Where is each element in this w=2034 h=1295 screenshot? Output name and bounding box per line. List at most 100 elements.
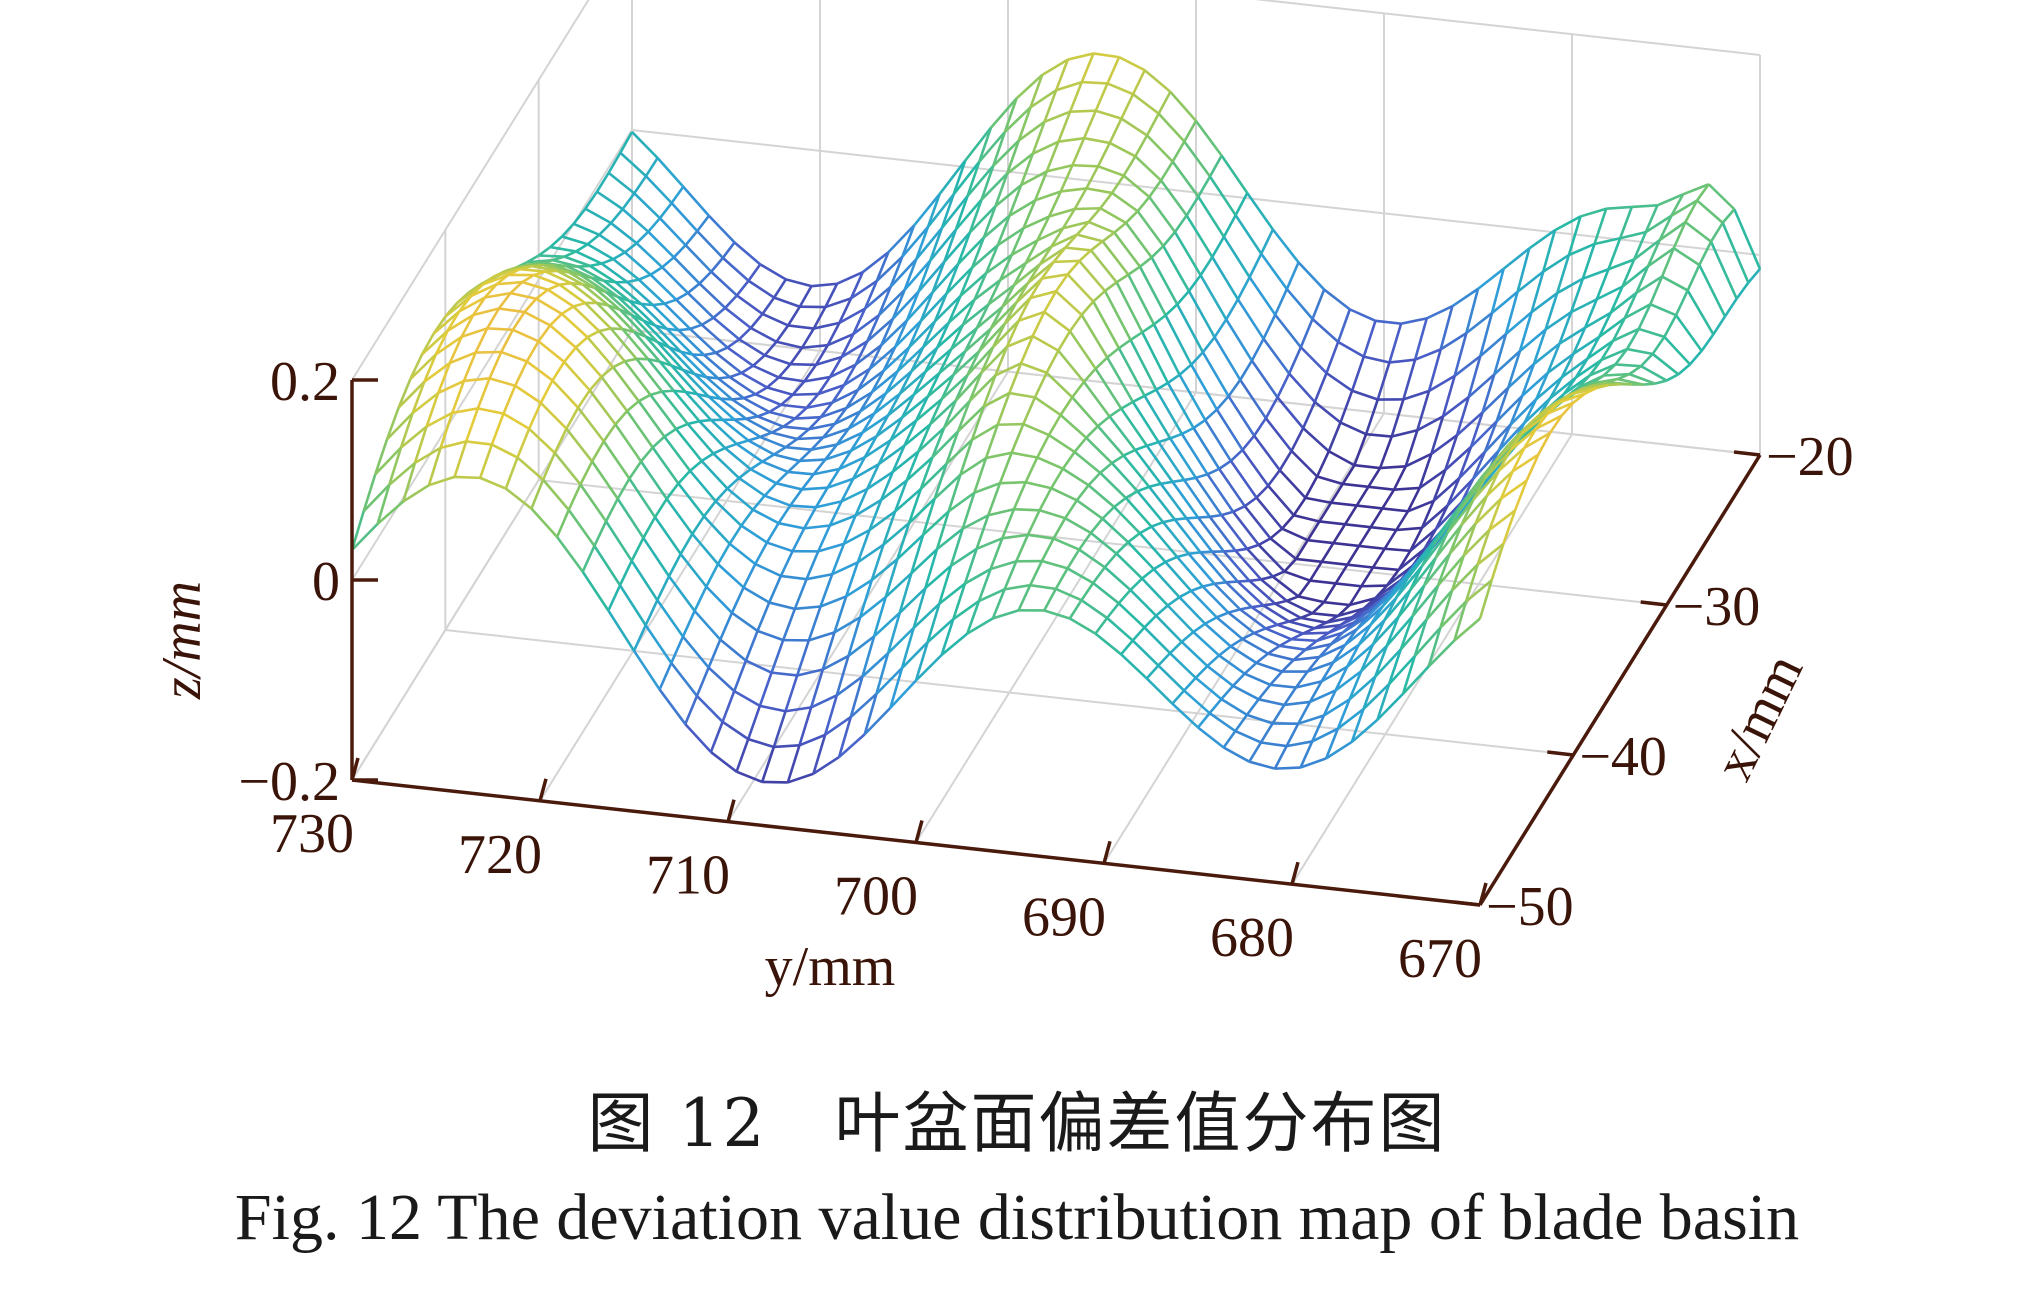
mesh-segment [1148, 482, 1162, 489]
mesh-segment [849, 693, 878, 719]
mesh-segment [663, 427, 677, 438]
mesh-segment [679, 533, 694, 555]
mesh-segment [1337, 340, 1365, 358]
mesh-segment [863, 280, 878, 310]
mesh-segment [964, 126, 992, 162]
mesh-segment [959, 267, 974, 297]
mesh-segment [999, 480, 1026, 485]
mesh-segment [1607, 237, 1622, 270]
mesh-segment [687, 282, 701, 294]
mesh-segment [696, 214, 710, 232]
mesh-segment [1178, 374, 1207, 421]
mesh-segment [362, 483, 391, 513]
mesh-segment [813, 467, 840, 476]
mesh-segment [750, 468, 777, 485]
mesh-segment [1045, 349, 1060, 374]
mesh-segment [1141, 323, 1155, 334]
mesh-segment [1479, 312, 1494, 357]
mesh-segment [1183, 479, 1211, 518]
mesh-segment [1097, 415, 1111, 428]
mesh-segment [670, 185, 685, 204]
mesh-segment [769, 410, 796, 420]
mesh-segment [1164, 555, 1178, 564]
mesh-segment [1043, 290, 1058, 313]
mesh-segment [1234, 192, 1249, 216]
mesh-segment [572, 207, 587, 225]
mesh-segment [1160, 480, 1173, 486]
mesh-segment [626, 410, 654, 449]
mesh-segment [1709, 241, 1738, 300]
mesh-segment [1260, 252, 1288, 290]
mesh-segment [687, 419, 700, 426]
mesh-segment [775, 324, 790, 343]
mesh-segment [950, 547, 978, 567]
mesh-segment [1270, 683, 1297, 689]
mesh-segment [926, 618, 955, 644]
mesh-segment [621, 328, 650, 360]
mesh-segment [747, 279, 775, 299]
mesh-segment [1286, 595, 1299, 603]
mesh-segment [1206, 473, 1235, 513]
mesh-segment [1315, 450, 1330, 478]
mesh-segment [947, 474, 962, 512]
mesh-segment [1066, 548, 1081, 570]
mesh-segment [982, 374, 997, 408]
mesh-segment [547, 288, 575, 308]
mesh-segment [489, 377, 516, 387]
mesh-segment [1120, 653, 1148, 680]
mesh-segment [1575, 358, 1603, 379]
mesh-segment [1143, 614, 1158, 629]
mesh-segment [1022, 396, 1037, 425]
mesh-segment [1635, 265, 1650, 294]
mesh-segment [1312, 612, 1339, 618]
mesh-segment [952, 583, 967, 620]
mesh-segment [1034, 396, 1062, 417]
mesh-segment [411, 391, 440, 415]
mesh-segment [1109, 141, 1136, 158]
mesh-segment [1383, 529, 1398, 550]
mesh-segment [1229, 645, 1258, 664]
mesh-segment [1362, 676, 1377, 710]
mesh-segment [539, 379, 554, 404]
mesh-segment [679, 553, 708, 588]
mesh-segment [590, 440, 605, 463]
mesh-segment [1137, 485, 1150, 493]
mesh-segment [1061, 451, 1076, 470]
mesh-segment [1139, 256, 1153, 268]
mesh-segment [1486, 470, 1514, 497]
mesh-segment [1425, 589, 1454, 621]
mesh-segment [1148, 196, 1177, 233]
mesh-segment [1046, 163, 1073, 173]
mesh-segment [563, 250, 577, 258]
mesh-segment [1322, 689, 1337, 717]
mesh-segment [700, 323, 729, 349]
mesh-segment [1162, 518, 1176, 524]
mesh-segment [602, 440, 631, 480]
mesh-segment [1476, 542, 1505, 566]
mesh-segment [1195, 473, 1208, 480]
mesh-segment [630, 537, 645, 562]
mesh-segment [724, 442, 738, 450]
mesh-segment [1434, 504, 1449, 530]
mesh-segment [570, 282, 598, 304]
mesh-segment [1422, 557, 1437, 587]
mesh-segment [633, 331, 661, 363]
mesh-segment [894, 319, 909, 348]
mesh-segment [1572, 392, 1586, 404]
x-tick [1453, 900, 1481, 907]
mesh-segment [940, 374, 955, 400]
mesh-segment [798, 285, 813, 308]
mesh-segment [1395, 510, 1410, 531]
mesh-segment [964, 327, 992, 353]
mesh-segment [919, 462, 948, 490]
mesh-segment [889, 679, 917, 709]
mesh-segment [1483, 423, 1512, 453]
mesh-segment [1117, 602, 1146, 629]
mesh-segment [616, 295, 645, 322]
mesh-segment [917, 260, 932, 292]
mesh-segment [1500, 479, 1528, 500]
mesh-segment [663, 302, 692, 330]
mesh-segment [1113, 506, 1141, 535]
mesh-segment [1505, 311, 1533, 336]
mesh-segment [1516, 248, 1531, 293]
